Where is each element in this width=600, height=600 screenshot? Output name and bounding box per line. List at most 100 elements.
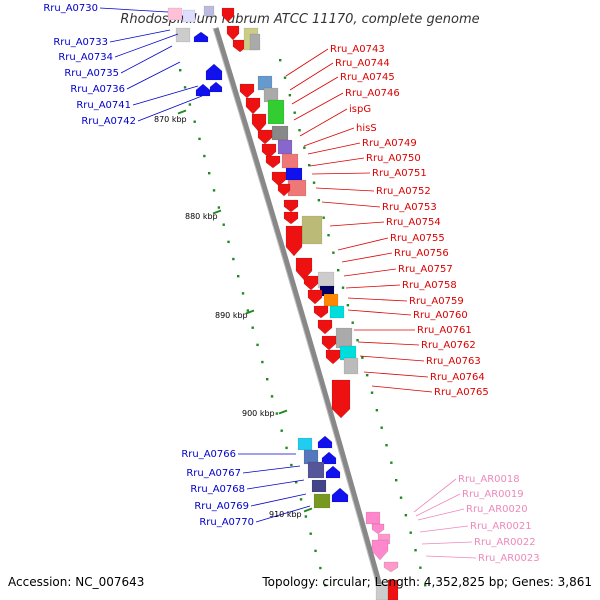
gene-label: Rru_AR0023 [478,553,540,564]
gene-labels: 870 kbp 880 kbp 890 kbp 900 kbp 910 kbp Rru_A… [43,3,539,564]
scale-dot [304,515,308,518]
gene-label: Rru_A0765 [434,387,489,398]
gene-label: Rru_A0767 [186,468,241,479]
scale-dot [208,172,211,175]
scale-dot [366,374,369,377]
scale-tick [303,507,313,513]
gene-box [285,167,303,181]
scale-dot [324,584,327,587]
gene-arrow [221,7,235,23]
scale-dot [275,412,279,415]
scale-dot [227,240,230,244]
leader-line [329,221,385,227]
scale-dot [266,378,269,381]
scale-dot [317,199,321,202]
gene-arrow [371,539,389,561]
scale-dot [380,426,383,429]
scale-dot [303,146,306,149]
scale-dot [256,343,259,347]
scale-dot [309,532,312,535]
scale-tick [212,209,222,215]
gene-label: Rru_A0763 [426,356,481,367]
gene-arrow [317,319,333,335]
gene-box [365,511,381,525]
label-leader-lines [99,7,477,559]
gene-arrow [245,97,261,115]
gene-arrow [193,31,209,43]
gene-label: Rru_A0752 [376,186,431,197]
gene-label: Rru_A0756 [394,248,449,259]
gene-label: Rru_AR0019 [462,489,524,500]
gene-box [329,305,345,319]
gene-label: Rru_AR0022 [474,537,536,548]
gene-box [167,7,183,21]
gene-arrow [195,83,211,97]
leader-line [415,493,461,517]
scale-dot [212,189,216,192]
gene-label: Rru_A0762 [421,340,476,351]
leader-line [347,309,412,316]
leader-line [120,45,173,74]
gene-label: Rru_A0742 [81,116,136,127]
leader-line [311,172,371,175]
gene-arrow [303,275,319,291]
backbone-highlight [212,27,382,600]
leader-line [371,385,433,393]
leader-line [309,157,365,167]
gene-label: Rru_A0734 [58,52,113,63]
leader-line [293,92,344,121]
leader-line [359,355,425,362]
scale-dot [295,481,298,484]
scale-dot [390,461,393,464]
gene-arrow [283,199,299,213]
scale-dot [203,154,206,158]
scale-label: 880 kbp [185,212,218,221]
scale-dot [251,326,254,329]
leader-line [285,48,329,77]
leader-line [255,505,311,523]
gene-label: Rru_A0758 [402,280,457,291]
scale-dot [375,409,379,412]
gene-box [313,493,331,509]
scale-dot [261,360,264,364]
gene-label: Rru_A0743 [330,44,385,55]
leader-line [425,555,477,559]
gene-label: Rru_A0770 [199,517,254,528]
scale-dot [246,309,250,312]
scale-dot [409,531,412,534]
scale-dot [188,103,192,106]
gene-arrow [325,349,341,365]
gene-box [267,99,285,125]
leader-line [345,284,401,289]
scale-dot [280,429,283,432]
leader-line [315,187,375,192]
leader-line [299,108,348,137]
scale-dot [299,498,303,501]
scale-label: 890 kbp [215,311,248,320]
gene-box [323,293,339,307]
scale-dot [308,164,311,167]
scale-dot [232,257,235,261]
gene-label: Rru_A0754 [386,217,441,228]
scale-dot [414,549,417,552]
scale-dot [179,69,182,72]
gene-label: Rru_A0733 [53,37,108,48]
gene-label: hisS [356,123,377,134]
gene-box [307,461,325,479]
leader-line [363,371,429,378]
gene-label: Rru_A0766 [181,449,236,460]
gene-label: Rru_A0768 [190,484,245,495]
scale-dot [356,339,359,342]
scale-dot [361,356,364,359]
leader-line [347,297,408,302]
scale-dot [222,223,225,226]
gene-arrow [331,379,351,419]
gene-box [182,9,196,23]
gene-label: Rru_A0730 [43,3,98,14]
leader-line [413,478,457,513]
scale-dot [370,391,374,394]
gene-label: ispG [349,104,371,115]
gene-arrow [321,451,337,465]
leader-line [321,201,381,208]
